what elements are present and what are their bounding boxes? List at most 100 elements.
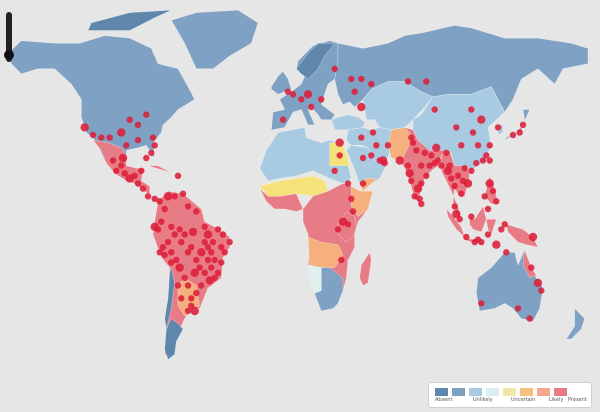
region-turkey-caucasus[interactable] (331, 114, 365, 131)
occurrence-point[interactable] (348, 75, 355, 83)
occurrence-point[interactable] (451, 182, 458, 190)
occurrence-point[interactable] (381, 159, 388, 167)
occurrence-point[interactable] (519, 121, 527, 128)
region-sulawesi-png[interactable] (486, 218, 497, 236)
occurrence-point[interactable] (308, 103, 315, 111)
occurrence-point[interactable] (485, 179, 494, 188)
occurrence-point[interactable] (158, 218, 165, 225)
occurrence-point[interactable] (413, 184, 423, 193)
occurrence-point[interactable] (471, 238, 478, 246)
occurrence-point[interactable] (338, 256, 345, 264)
occurrence-point[interactable] (123, 142, 130, 149)
occurrence-point[interactable] (484, 205, 492, 213)
region-europe[interactable] (271, 40, 339, 131)
occurrence-point[interactable] (184, 249, 192, 256)
occurrence-point[interactable] (418, 200, 425, 208)
occurrence-point[interactable] (134, 180, 142, 187)
occurrence-point[interactable] (338, 217, 348, 226)
occurrence-point[interactable] (156, 198, 163, 205)
occurrence-point[interactable] (178, 238, 185, 246)
occurrence-point[interactable] (514, 305, 522, 312)
occurrence-point[interactable] (134, 121, 142, 128)
occurrence-point[interactable] (418, 162, 425, 169)
occurrence-point[interactable] (181, 231, 188, 238)
region-namibia[interactable] (307, 264, 322, 294)
occurrence-point[interactable] (349, 208, 357, 215)
occurrence-point[interactable] (193, 289, 200, 297)
occurrence-point[interactable] (188, 244, 195, 251)
occurrence-point[interactable] (368, 80, 375, 88)
occurrence-point[interactable] (184, 282, 192, 289)
occurrence-point[interactable] (219, 231, 227, 238)
occurrence-point[interactable] (452, 209, 461, 219)
occurrence-point[interactable] (413, 147, 420, 154)
occurrence-point[interactable] (188, 295, 195, 302)
occurrence-point[interactable] (303, 90, 313, 99)
occurrence-point[interactable] (151, 195, 158, 202)
occurrence-point[interactable] (463, 179, 473, 188)
occurrence-point[interactable] (395, 156, 404, 165)
occurrence-point[interactable] (411, 193, 418, 200)
region-uk-ireland[interactable] (271, 70, 292, 95)
occurrence-point[interactable] (214, 226, 222, 233)
occurrence-point[interactable] (118, 153, 128, 163)
occurrence-point[interactable] (528, 264, 535, 271)
occurrence-point[interactable] (176, 226, 183, 233)
occurrence-point[interactable] (384, 142, 392, 149)
occurrence-point[interactable] (369, 129, 377, 136)
occurrence-point[interactable] (408, 177, 415, 185)
occurrence-point[interactable] (144, 193, 152, 200)
occurrence-point[interactable] (461, 165, 468, 172)
occurrence-point[interactable] (126, 116, 133, 123)
occurrence-point[interactable] (193, 208, 200, 215)
occurrence-point[interactable] (201, 269, 208, 276)
occurrence-point[interactable] (184, 307, 192, 315)
occurrence-point[interactable] (481, 193, 488, 200)
occurrence-point[interactable] (469, 129, 477, 136)
occurrence-point[interactable] (151, 142, 158, 149)
occurrence-point[interactable] (409, 139, 417, 146)
occurrence-point[interactable] (331, 167, 338, 174)
occurrence-point[interactable] (121, 170, 128, 177)
occurrence-point[interactable] (131, 172, 138, 179)
occurrence-point[interactable] (138, 167, 145, 174)
occurrence-point[interactable] (168, 223, 175, 230)
occurrence-point[interactable] (201, 223, 208, 230)
occurrence-point[interactable] (218, 244, 225, 251)
occurrence-point[interactable] (533, 278, 543, 288)
occurrence-point[interactable] (171, 231, 178, 238)
occurrence-point[interactable] (98, 134, 105, 141)
occurrence-point[interactable] (109, 157, 117, 164)
occurrence-point[interactable] (204, 256, 212, 264)
occurrence-point[interactable] (208, 264, 215, 271)
occurrence-point[interactable] (161, 205, 168, 213)
occurrence-point[interactable] (368, 152, 375, 159)
occurrence-point[interactable] (359, 180, 367, 187)
region-patagonia[interactable] (164, 318, 184, 360)
occurrence-point[interactable] (405, 169, 414, 178)
occurrence-point[interactable] (528, 232, 538, 242)
occurrence-point[interactable] (418, 180, 425, 187)
occurrence-point[interactable] (171, 193, 178, 200)
occurrence-point[interactable] (501, 221, 508, 228)
occurrence-point[interactable] (331, 65, 338, 73)
zoom-slider[interactable] (6, 12, 12, 62)
region-new-zealand[interactable] (565, 307, 585, 340)
occurrence-point[interactable] (463, 233, 470, 241)
occurrence-point[interactable] (284, 88, 292, 95)
occurrence-point[interactable] (204, 244, 212, 251)
occurrence-point[interactable] (454, 172, 462, 179)
occurrence-point[interactable] (489, 187, 497, 195)
occurrence-point[interactable] (205, 276, 214, 285)
occurrence-point[interactable] (344, 180, 352, 187)
occurrence-point[interactable] (468, 106, 475, 113)
occurrence-point[interactable] (181, 274, 188, 281)
occurrence-point[interactable] (113, 167, 120, 174)
occurrence-point[interactable] (498, 226, 505, 233)
occurrence-point[interactable] (423, 172, 430, 179)
occurrence-point[interactable] (446, 162, 453, 169)
occurrence-point[interactable] (473, 159, 480, 167)
occurrence-point[interactable] (358, 134, 365, 141)
occurrence-point[interactable] (458, 190, 465, 197)
